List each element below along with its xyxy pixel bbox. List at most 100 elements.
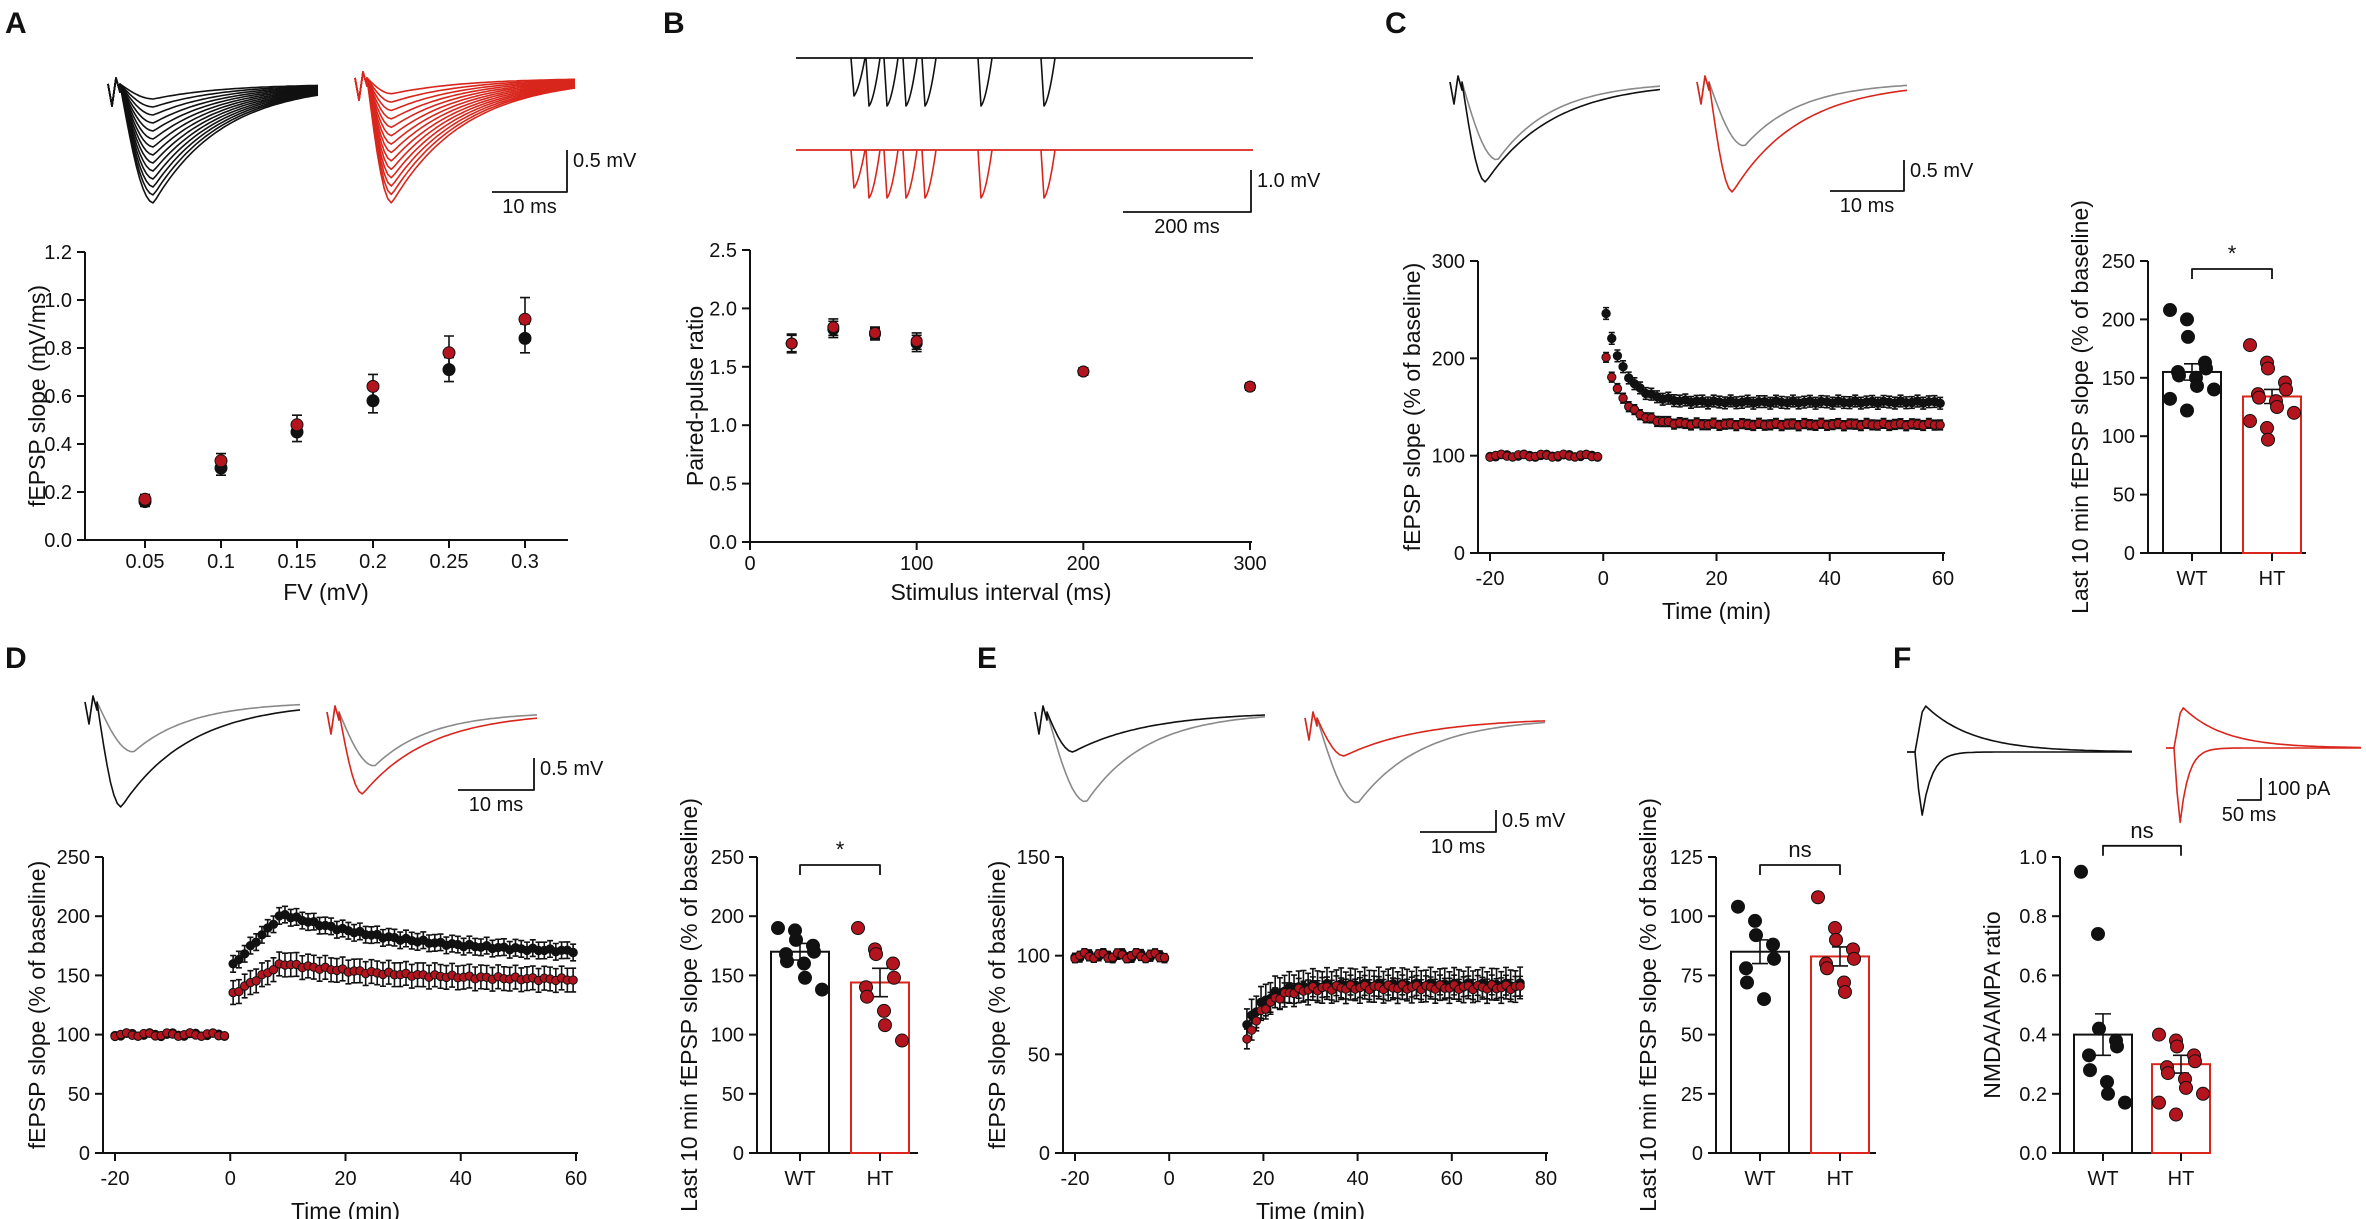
- ht-point: [1077, 365, 1090, 378]
- trace-ht: [354, 71, 576, 145]
- wt-point: [2180, 403, 2194, 418]
- e-ht-baseline-trace: [1304, 711, 1546, 804]
- b-scale-time: 200 ms: [1154, 216, 1220, 238]
- wt-point: [1731, 899, 1745, 914]
- y-tick-label: 0.0: [2019, 1143, 2047, 1165]
- y-tick-label: 0: [733, 1143, 744, 1165]
- ht-point: [1244, 380, 1256, 393]
- ht-point: [2188, 1054, 2202, 1069]
- wt-point: [1624, 373, 1634, 383]
- ppr-pulse: [1040, 149, 1056, 199]
- trace-wt: [107, 77, 319, 116]
- panel-label-f: F: [1893, 642, 1911, 675]
- ppr-pulse: [1040, 57, 1056, 107]
- ppr-pulse: [865, 149, 881, 199]
- ppr-pulse: [865, 57, 881, 107]
- y-tick-label: 1.0: [44, 290, 72, 312]
- wt-point: [518, 331, 532, 345]
- x-axis-label: Time (min): [1662, 598, 1771, 624]
- trace-ht: [354, 71, 576, 154]
- ppr-pulse: [921, 57, 937, 107]
- wt-point: [771, 921, 785, 936]
- c-scale-volt: 0.5 mV: [1910, 160, 1974, 182]
- panel-label-a: A: [5, 7, 27, 40]
- y-tick-label: 150: [57, 965, 90, 987]
- ht-point: [1275, 994, 1285, 1004]
- ht-point: [886, 956, 900, 971]
- y-tick-label: 150: [1017, 847, 1050, 869]
- wt-point: [2172, 368, 2186, 383]
- x-tick-label: 0: [744, 553, 755, 575]
- f-wt-nmda-trace: [1907, 705, 2133, 753]
- c-ht-baseline-trace: [1696, 75, 1908, 147]
- bar-error: [1832, 946, 1848, 967]
- trace-ht: [354, 71, 576, 179]
- y-axis-label: fEPSP slope (% of baseline): [24, 861, 50, 1150]
- ht-point: [2243, 414, 2257, 429]
- trace-ht: [354, 71, 576, 204]
- x-tick-label: HT: [867, 1168, 894, 1190]
- ppr-pulse: [902, 57, 918, 107]
- ht-point: [2261, 432, 2275, 447]
- f-wt-ampa-trace: [1907, 751, 2132, 816]
- ht-point: [268, 964, 279, 975]
- ht-point: [869, 326, 881, 339]
- ht-point: [1935, 420, 1945, 430]
- ht-point: [1159, 952, 1170, 963]
- ppr-pulse: [850, 57, 866, 97]
- ht-point: [2270, 400, 2284, 414]
- ht-point: [366, 379, 380, 393]
- x-tick-label: 0.3: [511, 551, 539, 573]
- y-tick-label: 0.0: [709, 532, 737, 554]
- y-tick-label: 100: [1017, 946, 1050, 968]
- y-tick-label: 1.0: [2019, 847, 2047, 869]
- trace-ht: [354, 71, 575, 101]
- f-scale-bar: [2237, 778, 2262, 801]
- ppr-pulse: [850, 149, 866, 189]
- x-tick-label: 20: [1705, 568, 1727, 590]
- wt-bar: [1730, 950, 1790, 1154]
- wt-point: [2091, 926, 2105, 941]
- y-axis-label: Paired-pulse ratio: [682, 306, 708, 486]
- ht-point: [1828, 921, 1842, 936]
- ht-point: [219, 1031, 230, 1041]
- wt-point: [1766, 937, 1780, 952]
- ht-point: [2169, 1107, 2183, 1122]
- x-tick-label: 0.2: [359, 551, 387, 573]
- d-ht-baseline-trace: [326, 705, 538, 767]
- y-axis-label: fEPSP slope (% of baseline): [984, 861, 1010, 1150]
- panel-label-e: E: [977, 642, 997, 675]
- significance-bracket: [2102, 844, 2182, 856]
- x-tick-label: WT: [2087, 1168, 2118, 1190]
- y-tick-label: 0.4: [44, 434, 72, 456]
- trace-wt: [107, 77, 319, 124]
- f-scale-time: 50 ms: [2222, 804, 2276, 826]
- wt-point: [1601, 308, 1611, 319]
- trace-wt: [107, 77, 319, 164]
- b-scale-bar: [1123, 170, 1252, 213]
- wt-point: [1618, 361, 1628, 372]
- x-tick-label: 60: [1932, 568, 1954, 590]
- wt-point: [251, 937, 261, 947]
- ht-point: [1612, 383, 1623, 394]
- ht-point: [2260, 421, 2274, 436]
- y-tick-label: 100: [711, 1025, 744, 1047]
- d-scale-time: 10 ms: [469, 794, 523, 816]
- c-scale-bar: [1830, 160, 1905, 192]
- x-tick-label: WT: [2176, 568, 2207, 590]
- trace-ht: [354, 71, 576, 162]
- wt-point: [1612, 351, 1623, 361]
- trace-wt: [107, 77, 319, 140]
- ht-point: [1592, 451, 1603, 462]
- y-axis-label: fEPSP slope (mV/ms): [24, 285, 50, 507]
- c-wt-baseline-trace: [1449, 75, 1661, 161]
- ht-point: [878, 1018, 892, 1033]
- wt-point: [2083, 1063, 2097, 1078]
- y-tick-label: 0.6: [44, 386, 72, 408]
- y-tick-label: 50: [722, 1084, 744, 1106]
- ht-point: [2152, 1095, 2166, 1110]
- ht-point: [1261, 1004, 1271, 1014]
- x-tick-label: HT: [2259, 568, 2286, 590]
- y-tick-label: 2.5: [709, 240, 737, 262]
- y-axis-label: Last 10 min fEPSP slope (% of baseline): [676, 798, 702, 1212]
